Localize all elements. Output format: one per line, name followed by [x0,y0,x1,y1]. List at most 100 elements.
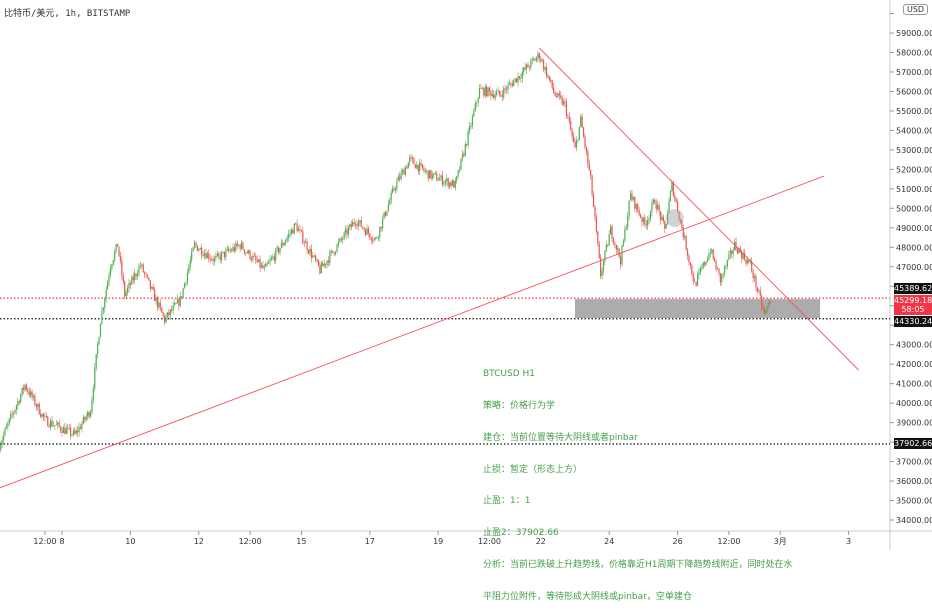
candle-down [611,226,613,239]
candle-up [706,259,709,262]
candle-up [521,72,523,79]
candle-down [421,164,424,169]
candle-down [384,212,387,216]
candle-up [517,76,519,83]
x-tick-label: 12:00 [717,537,740,546]
candle-up [151,286,153,289]
candle-down [77,430,79,433]
candle-up [649,211,652,219]
candle-down [655,203,657,210]
candle-down [553,87,555,92]
candle-up [125,292,127,297]
candle-up [451,180,454,186]
y-tick-label: 35000.00 [896,497,932,506]
candle-up [684,235,686,238]
candle-down [236,243,238,246]
candle-down [322,263,324,267]
candle-down [463,153,465,156]
candle-up [72,430,74,435]
candle-down [662,216,664,222]
candle-down [354,223,357,225]
candle-down [178,299,180,306]
candle-down [600,257,602,277]
candle-down [584,136,586,148]
candle-down [399,176,401,179]
candle-down [572,136,575,142]
candle-down [427,170,429,179]
candle-down [612,238,615,244]
candle-down [540,58,542,61]
candle-up [275,249,277,261]
candle-up [337,241,340,245]
x-tick-label: 3月 [774,537,787,546]
candle-up [729,250,731,255]
candle-up [461,153,464,159]
candle-up [248,250,250,254]
candle-up [272,256,274,259]
candle-down [715,261,717,270]
candle-up [15,405,17,410]
candle-up [397,176,399,182]
candle-down [436,173,438,181]
candle-down [31,391,33,398]
candle-down [554,91,556,97]
candle-up [629,193,632,201]
candle-up [192,247,194,252]
candle-up [544,67,546,70]
candle-up [172,305,174,311]
candle-down [292,229,294,234]
candle-down [769,302,771,304]
candle-up [225,250,227,258]
candle-up [716,268,719,270]
candle-down [480,87,482,89]
candle-up [657,205,659,210]
candle-down [333,252,335,255]
candle-up [379,226,381,237]
candle-up [128,283,130,288]
candle-down [731,250,733,254]
candle-up [464,144,466,156]
candle-down [42,413,45,417]
candle-down [148,277,150,281]
candle-down [58,422,60,427]
candle-down [208,253,210,259]
candle-up [206,253,208,259]
candle-up [698,271,700,275]
candle-down [315,255,317,261]
candle-down [490,91,492,97]
candle-down [641,217,643,222]
candle-down [763,308,766,314]
candle-up [67,427,69,429]
candle-down [588,163,590,171]
candle-down [129,283,131,285]
candle-up [104,298,106,308]
candle-up [91,399,93,413]
level-tag-44330: 44330.24 [894,316,932,327]
candle-down [255,256,257,260]
candle-up [138,266,140,275]
candle-up [497,90,499,93]
y-tick-label: 36000.00 [896,477,932,486]
candle-up [652,199,654,203]
candle-up [622,240,625,246]
price-chart[interactable]: 34000.00 35000.00 36000.00 37000.00 39000.00… [0,0,932,550]
candle-up [400,172,402,179]
candle-up [316,260,318,261]
candle-down [736,249,739,254]
candle-up [111,264,113,269]
candle-down [121,260,123,276]
candle-down [162,312,164,316]
candle-down [146,274,149,278]
symbol-title[interactable]: 比特币/美元, 1h, BITSTAMP [4,9,131,19]
candle-up [357,222,359,227]
candle-up [377,236,379,238]
candle-down [61,430,63,433]
price-axis[interactable] [890,0,932,550]
currency-badge[interactable]: USD [903,4,929,15]
candle-down [259,259,261,268]
candle-down [598,244,600,258]
candle-up [401,169,404,173]
candle-up [222,251,224,253]
candle-up [269,259,271,263]
candle-up [508,83,511,85]
